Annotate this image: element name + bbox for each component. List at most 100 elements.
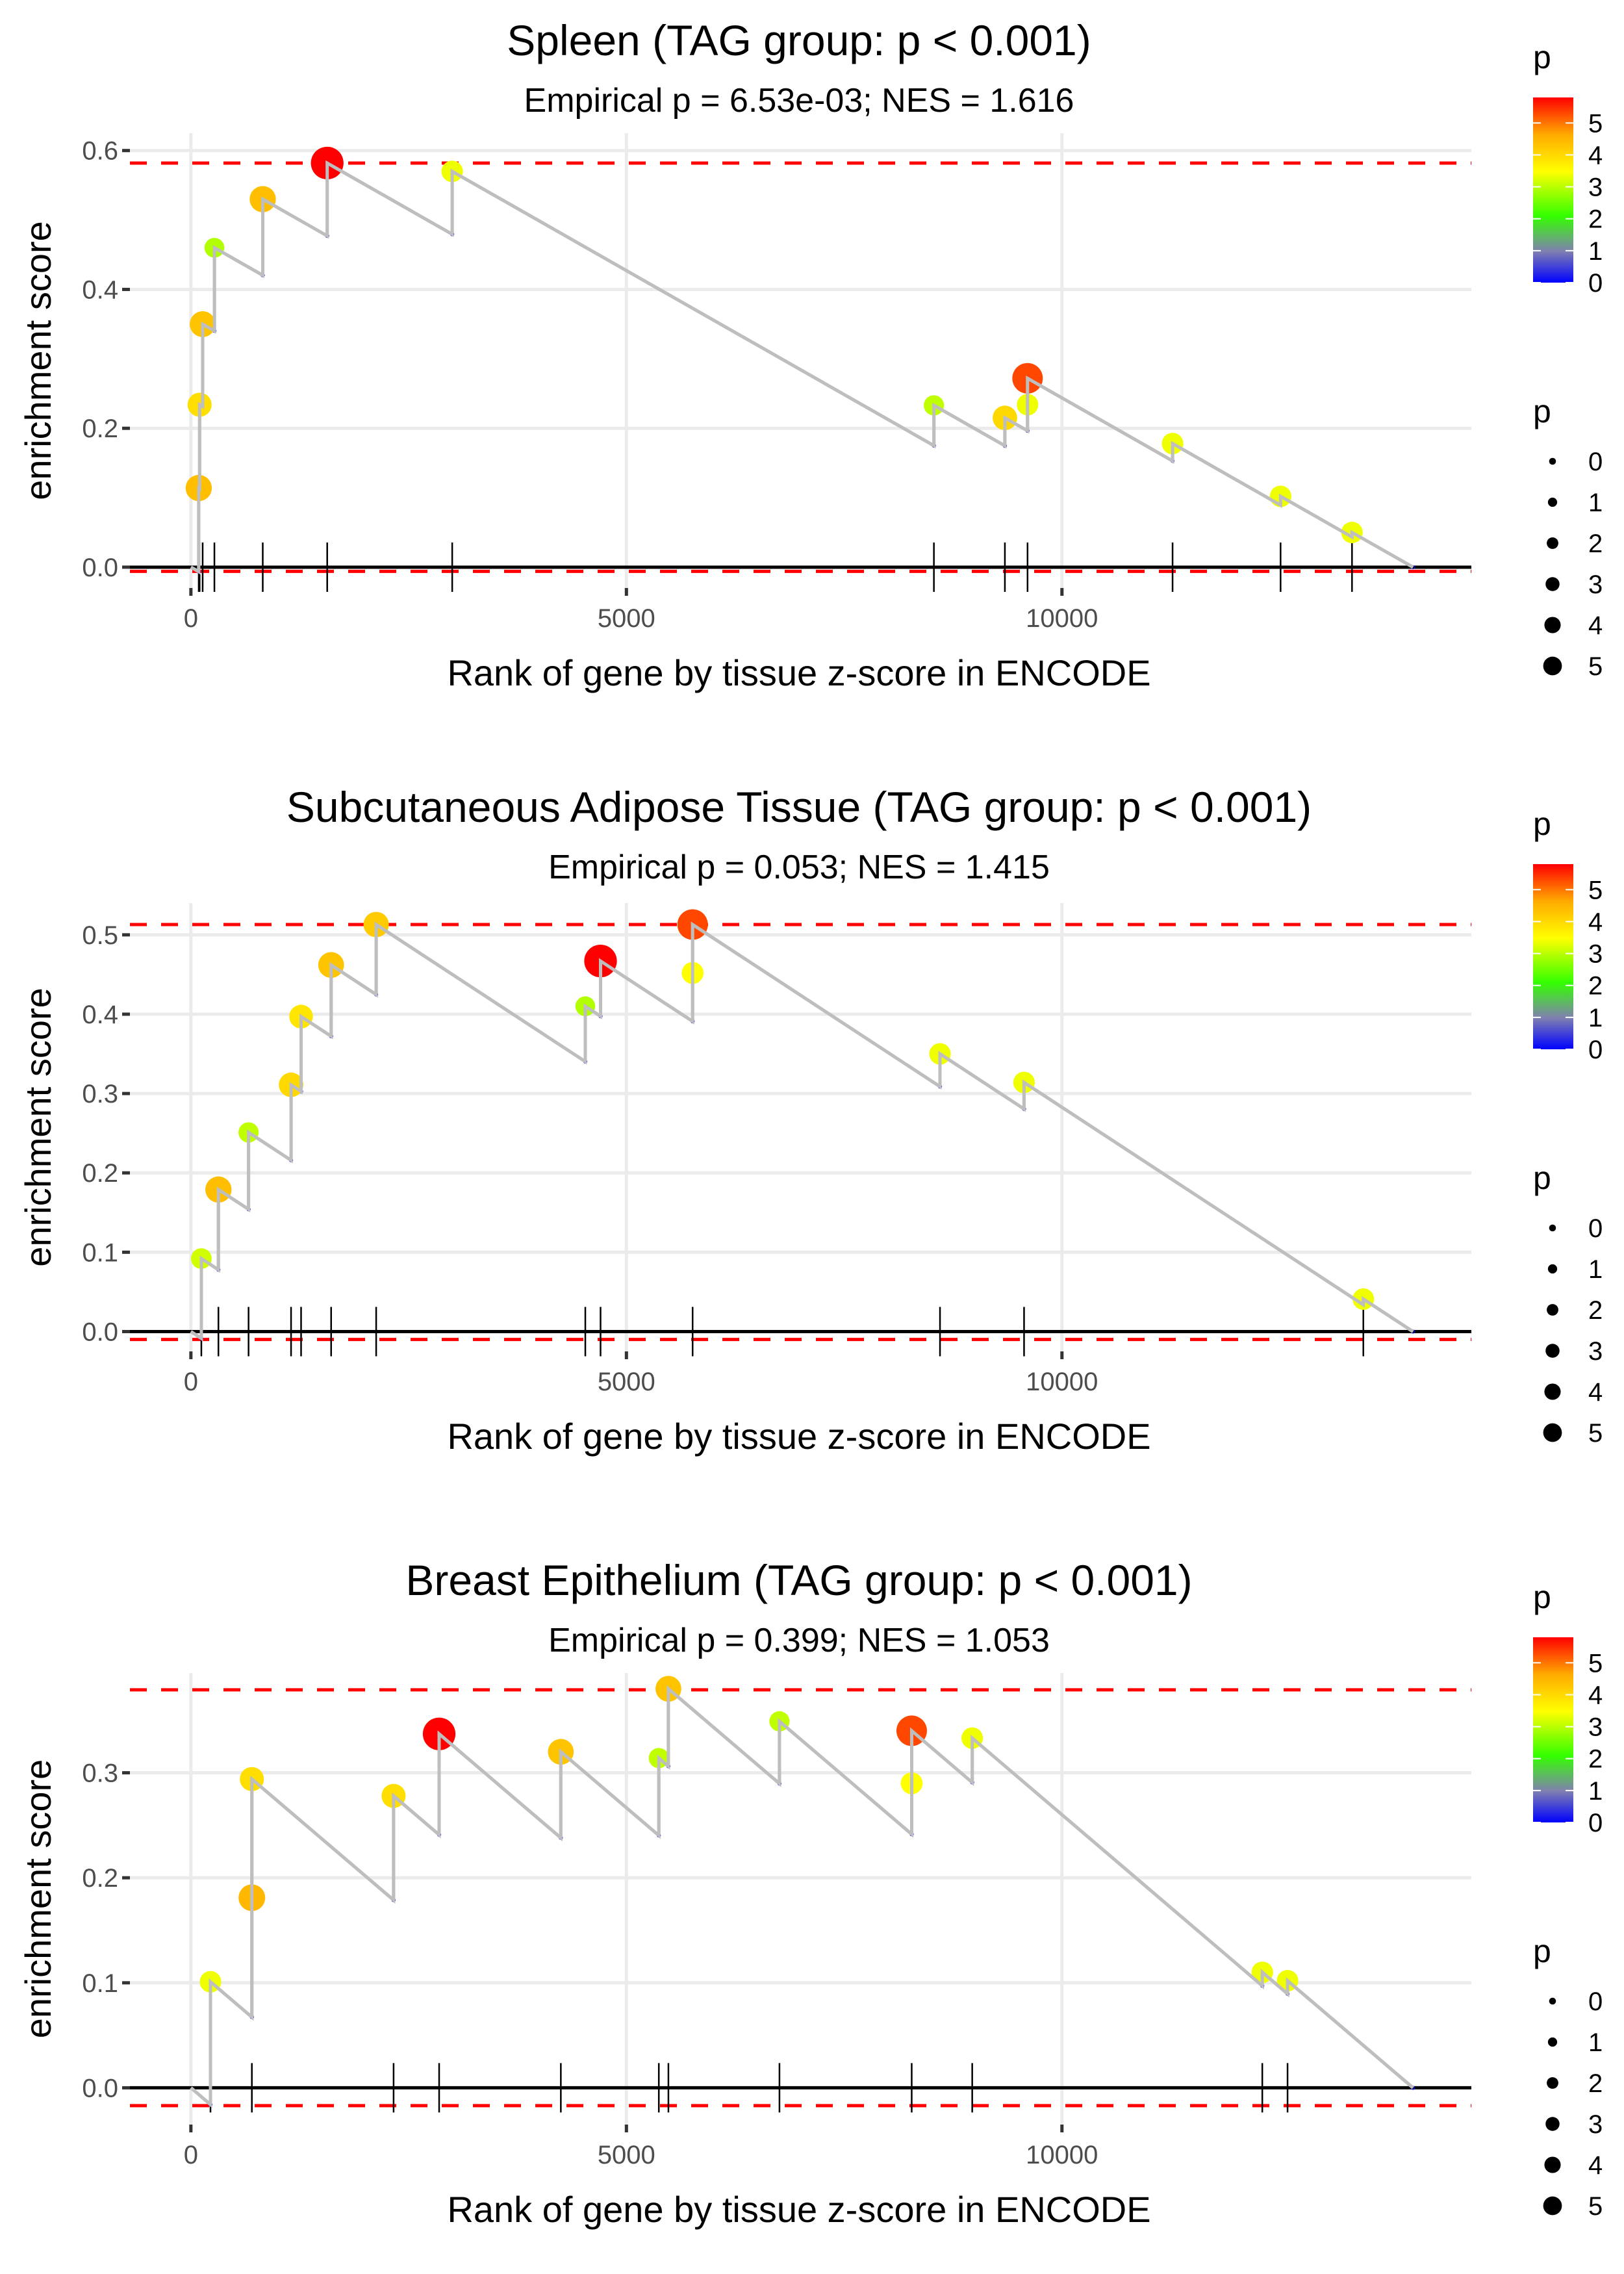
colorbar-label: 3 <box>1588 173 1603 202</box>
chart-title: Subcutaneous Adipose Tissue (TAG group: … <box>286 783 1312 831</box>
y-tick-label: 0.2 <box>82 1159 118 1188</box>
size-legend-label: 4 <box>1588 1378 1603 1407</box>
y-tick-label: 0.4 <box>82 275 118 304</box>
size-legend-dot <box>1547 1304 1558 1316</box>
size-legend-title: p <box>1533 1933 1551 1969</box>
colorbar-label: 3 <box>1588 940 1603 969</box>
size-legend-dot <box>1545 1344 1560 1358</box>
colorbar-label: 0 <box>1588 1036 1603 1064</box>
size-legend-title: p <box>1533 393 1551 429</box>
size-legend-dot <box>1544 2156 1561 2173</box>
size-legend-label: 0 <box>1588 1987 1603 2016</box>
y-tick-label: 0.0 <box>82 2074 118 2102</box>
color-legend-title: p <box>1533 39 1551 75</box>
colorbar-label: 4 <box>1588 141 1603 170</box>
y-tick-label: 0.1 <box>82 1969 118 1998</box>
size-legend-label: 3 <box>1588 2110 1603 2139</box>
x-tick-label: 10000 <box>1026 604 1098 633</box>
panel-1: Spleen (TAG group: p < 0.001) Empirical p… <box>18 16 1603 693</box>
size-legend-title: p <box>1533 1160 1551 1196</box>
size-legend-dot <box>1545 2117 1560 2131</box>
y-tick-label: 0.3 <box>82 1759 118 1788</box>
colorbar <box>1533 97 1573 283</box>
size-legend-dot <box>1543 656 1562 676</box>
size-legend-dot <box>1544 617 1561 633</box>
size-legend-dot <box>1547 2037 1558 2047</box>
size-legend-label: 4 <box>1588 2151 1603 2180</box>
size-legend-dot <box>1543 1423 1562 1442</box>
legend-3: p 0 1 2 3 4 5 p 0 1 2 3 4 5 <box>1533 1579 1603 2221</box>
chart-subtitle: Empirical p = 6.53e-03; NES = 1.616 <box>524 82 1074 120</box>
size-legend-label: 1 <box>1588 1255 1603 1284</box>
size-legend-label: 1 <box>1588 2028 1603 2057</box>
x-tick-label: 10000 <box>1026 1368 1098 1396</box>
colorbar-label: 1 <box>1588 1777 1603 1806</box>
size-legend-label: 3 <box>1588 570 1603 599</box>
size-legend-label: 3 <box>1588 1337 1603 1366</box>
x-axis-label: Rank of gene by tissue z-score in ENCODE <box>447 1416 1150 1457</box>
x-tick-label: 5000 <box>598 604 655 633</box>
size-legend-dot <box>1544 1383 1561 1400</box>
color-legend-title: p <box>1533 806 1551 842</box>
y-tick-label: 0.2 <box>82 415 118 443</box>
colorbar-label: 5 <box>1588 1649 1603 1678</box>
color-legend-title: p <box>1533 1579 1551 1615</box>
size-legend-dot <box>1547 497 1558 507</box>
colorbar-label: 5 <box>1588 876 1603 904</box>
size-legend-dot <box>1547 1264 1558 1274</box>
colorbar-label: 2 <box>1588 205 1603 234</box>
size-legend-label: 0 <box>1588 1214 1603 1243</box>
size-legend-label: 2 <box>1588 530 1603 558</box>
y-axis-label: enrichment score <box>18 988 58 1267</box>
chart-subtitle: Empirical p = 0.399; NES = 1.053 <box>548 1622 1050 1659</box>
y-tick-label: 0.4 <box>82 1001 118 1029</box>
colorbar <box>1533 1637 1573 1822</box>
y-axis-label: enrichment score <box>18 1759 58 2039</box>
x-axis-label: Rank of gene by tissue z-score in ENCODE <box>447 2189 1150 2230</box>
size-legend-dot <box>1545 577 1560 591</box>
colorbar-label: 4 <box>1588 908 1603 936</box>
size-legend-dot <box>1549 1997 1556 2005</box>
colorbar <box>1533 864 1573 1049</box>
x-tick-label: 5000 <box>598 2141 655 2169</box>
size-legend-label: 2 <box>1588 2069 1603 2098</box>
running-sum-line <box>190 921 1414 1342</box>
colorbar-label: 4 <box>1588 1681 1603 1709</box>
y-axis-label: enrichment score <box>18 221 58 500</box>
size-legend-dot <box>1547 537 1558 549</box>
colorbar-label: 3 <box>1588 1713 1603 1742</box>
x-tick-label: 0 <box>184 2141 198 2169</box>
y-tick-label: 0.6 <box>82 137 118 166</box>
chart-title: Breast Epithelium (TAG group: p < 0.001) <box>405 1556 1192 1604</box>
chart-title: Spleen (TAG group: p < 0.001) <box>507 16 1091 64</box>
size-legend-label: 2 <box>1588 1296 1603 1325</box>
y-tick-label: 0.2 <box>82 1864 118 1893</box>
running-sum-line-overlay <box>190 1685 1414 2108</box>
y-tick-label: 0.0 <box>82 554 118 582</box>
y-tick-label: 0.5 <box>82 921 118 950</box>
running-sum-line-overlay <box>190 160 1414 575</box>
size-legend-dot <box>1549 1224 1556 1232</box>
x-axis-label: Rank of gene by tissue z-score in ENCODE <box>447 652 1150 693</box>
size-legend-label: 5 <box>1588 2192 1603 2221</box>
colorbar-label: 5 <box>1588 109 1603 138</box>
size-legend-label: 5 <box>1588 652 1603 681</box>
size-legend-dot <box>1547 2077 1558 2089</box>
x-tick-label: 10000 <box>1026 2141 1098 2169</box>
panel-2: Subcutaneous Adipose Tissue (TAG group: … <box>18 783 1603 1457</box>
panel-3: Breast Epithelium (TAG group: p < 0.001)… <box>18 1556 1603 2230</box>
running-sum-line-overlay <box>190 921 1414 1342</box>
x-tick-label: 5000 <box>598 1368 655 1396</box>
running-sum-line <box>190 1685 1414 2108</box>
running-sum-line <box>190 160 1414 575</box>
colorbar-label: 2 <box>1588 1745 1603 1774</box>
colorbar-label: 1 <box>1588 1004 1603 1032</box>
size-legend-dot <box>1543 2196 1562 2216</box>
x-tick-label: 0 <box>184 1368 198 1396</box>
colorbar-label: 2 <box>1588 972 1603 1001</box>
colorbar-label: 0 <box>1588 1809 1603 1837</box>
x-tick-label: 0 <box>184 604 198 633</box>
y-tick-label: 0.1 <box>82 1238 118 1267</box>
size-legend-label: 1 <box>1588 489 1603 517</box>
